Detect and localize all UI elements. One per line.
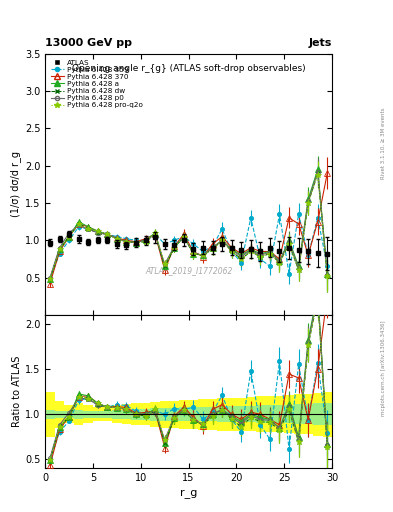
Bar: [131, 403, 141, 425]
Bar: [217, 398, 227, 431]
Bar: [323, 392, 332, 437]
Bar: [55, 411, 64, 418]
Bar: [103, 411, 112, 418]
Bar: [208, 407, 217, 421]
Bar: [141, 403, 151, 425]
Bar: [275, 405, 284, 423]
Y-axis label: Ratio to ATLAS: Ratio to ATLAS: [12, 356, 22, 428]
Bar: [227, 406, 237, 422]
Bar: [93, 411, 103, 418]
Text: Opening angle r_{g} (ATLAS soft-drop observables): Opening angle r_{g} (ATLAS soft-drop obs…: [72, 64, 305, 73]
Bar: [55, 401, 64, 428]
Bar: [151, 408, 160, 420]
Bar: [265, 405, 275, 423]
Bar: [112, 405, 122, 423]
Text: Rivet 3.1.10, ≥ 3M events: Rivet 3.1.10, ≥ 3M events: [381, 108, 386, 179]
Bar: [64, 411, 74, 418]
Bar: [265, 396, 275, 432]
Bar: [246, 406, 255, 422]
Bar: [64, 405, 74, 423]
Bar: [255, 405, 265, 423]
Bar: [208, 399, 217, 430]
Bar: [179, 400, 189, 429]
Bar: [246, 397, 255, 432]
Bar: [313, 393, 323, 436]
Bar: [294, 394, 303, 434]
Bar: [198, 407, 208, 421]
Legend: ATLAS, Pythia 6.428 359, Pythia 6.428 370, Pythia 6.428 a, Pythia 6.428 dw, Pyth: ATLAS, Pythia 6.428 359, Pythia 6.428 37…: [49, 57, 145, 111]
Text: mcplots.cern.ch [arXiv:1306.3436]: mcplots.cern.ch [arXiv:1306.3436]: [381, 321, 386, 416]
Bar: [122, 410, 131, 419]
Bar: [103, 407, 112, 421]
Text: ATLAS_2019_I1772062: ATLAS_2019_I1772062: [145, 266, 232, 275]
Bar: [237, 398, 246, 431]
Bar: [160, 401, 169, 428]
Bar: [255, 396, 265, 432]
Text: 13000 GeV pp: 13000 GeV pp: [45, 37, 132, 48]
Bar: [83, 411, 93, 418]
Bar: [227, 398, 237, 431]
Bar: [275, 396, 284, 432]
Bar: [131, 409, 141, 420]
Bar: [303, 404, 313, 424]
Bar: [294, 404, 303, 424]
Bar: [169, 401, 179, 428]
Bar: [45, 392, 55, 437]
Bar: [93, 407, 103, 421]
Bar: [323, 403, 332, 425]
Bar: [237, 406, 246, 422]
Bar: [151, 401, 160, 427]
Bar: [141, 409, 151, 420]
Bar: [83, 405, 93, 423]
Bar: [45, 410, 55, 419]
Bar: [189, 407, 198, 421]
Bar: [169, 408, 179, 420]
Bar: [189, 400, 198, 429]
Bar: [217, 406, 227, 422]
Y-axis label: (1/σ) dσ/d r_g: (1/σ) dσ/d r_g: [10, 152, 21, 217]
Bar: [303, 394, 313, 434]
Bar: [284, 395, 294, 433]
Text: Jets: Jets: [309, 37, 332, 48]
Bar: [198, 399, 208, 430]
Bar: [313, 403, 323, 425]
Bar: [179, 407, 189, 421]
Bar: [74, 410, 83, 419]
Bar: [74, 403, 83, 425]
X-axis label: r_g: r_g: [180, 489, 197, 499]
Bar: [160, 408, 169, 420]
Bar: [112, 410, 122, 419]
Bar: [284, 405, 294, 423]
Bar: [122, 404, 131, 424]
